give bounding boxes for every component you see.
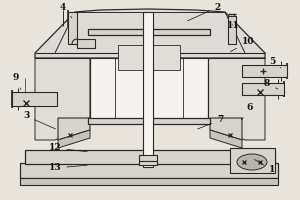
Bar [88,29,210,35]
Bar [139,161,157,165]
Text: 2: 2 [188,2,221,21]
Text: 4: 4 [60,2,72,18]
Text: 7: 7 [198,116,223,129]
Bar [143,12,153,167]
Text: 10: 10 [230,38,254,52]
Polygon shape [35,32,90,140]
Text: 1: 1 [254,159,275,174]
Polygon shape [210,130,242,148]
Bar [12,92,57,106]
Polygon shape [58,118,90,140]
Text: 11: 11 [226,21,239,29]
Bar [118,45,180,70]
Polygon shape [35,9,265,58]
Ellipse shape [237,154,267,170]
Text: 13: 13 [49,164,87,172]
Text: 3: 3 [23,112,56,129]
Text: 5: 5 [269,58,281,68]
Text: 12: 12 [49,144,87,152]
Bar [242,65,287,77]
Bar [20,163,278,178]
Polygon shape [210,118,242,140]
Bar [230,148,275,173]
Bar [68,12,77,44]
Text: 9: 9 [13,73,21,89]
Bar [20,178,278,185]
Text: 8: 8 [264,79,278,89]
Bar [90,32,208,120]
Bar [88,118,210,124]
Bar [228,16,236,44]
Bar [25,150,275,164]
Polygon shape [58,130,90,148]
Bar [242,83,284,95]
Bar [139,155,157,161]
Polygon shape [208,32,265,140]
Text: 6: 6 [242,104,253,120]
Bar [77,39,95,48]
